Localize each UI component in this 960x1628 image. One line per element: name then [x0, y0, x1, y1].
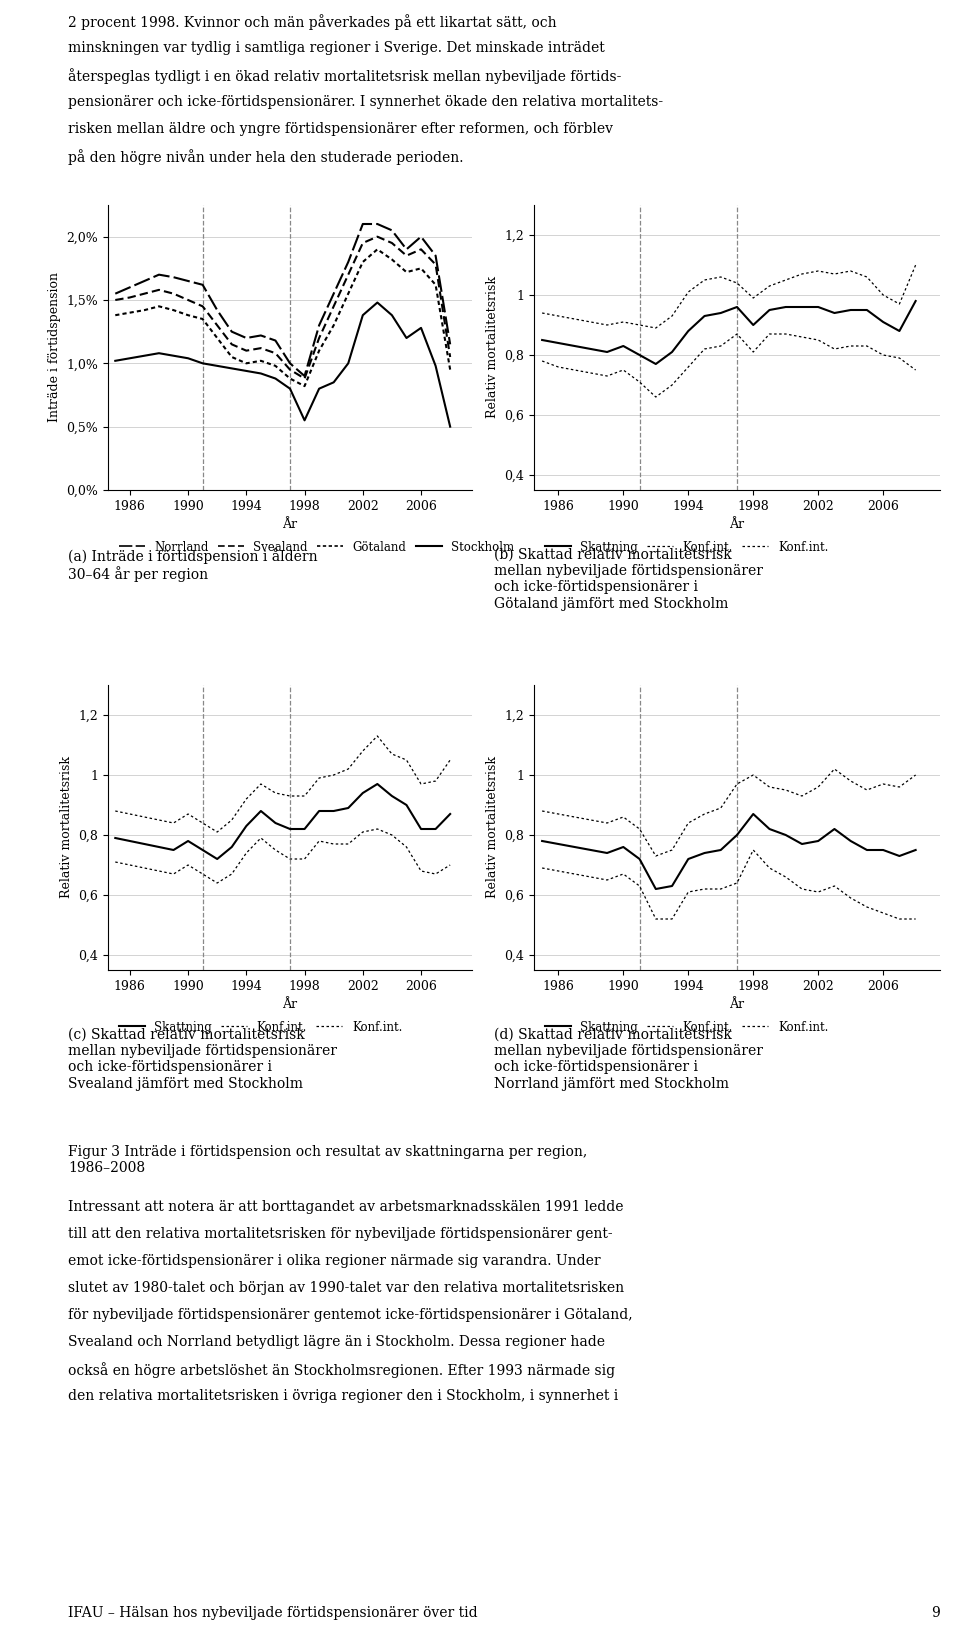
Text: (c) Skattad relativ mortalitetsrisk
mellan nybeviljade förtidspensionärer
och ic: (c) Skattad relativ mortalitetsrisk mell… [68, 1027, 337, 1091]
Text: till att den relativa mortalitetsrisken för nybeviljade förtidspensionärer gent-: till att den relativa mortalitetsrisken … [68, 1228, 612, 1241]
Y-axis label: Inträde i förtidspension: Inträde i förtidspension [48, 272, 60, 423]
Text: 9: 9 [931, 1605, 940, 1620]
Text: 2 procent 1998. Kvinnor och män påverkades på ett likartat sätt, och: 2 procent 1998. Kvinnor och män påverkad… [68, 15, 557, 29]
Y-axis label: Relativ mortalitetsrisk: Relativ mortalitetsrisk [486, 757, 499, 899]
Text: slutet av 1980-talet och början av 1990-talet var den relativa mortalitetsrisken: slutet av 1980-talet och början av 1990-… [68, 1281, 624, 1294]
Text: pensionärer och icke-förtidspensionärer. I synnerhet ökade den relativa mortalit: pensionärer och icke-förtidspensionärer.… [68, 94, 663, 109]
Text: (b) Skattad relativ mortalitetsrisk
mellan nybeviljade förtidspensionärer
och ic: (b) Skattad relativ mortalitetsrisk mell… [494, 549, 763, 610]
Text: IFAU – Hälsan hos nybeviljade förtidspensionärer över tid: IFAU – Hälsan hos nybeviljade förtidspen… [68, 1605, 478, 1620]
Text: risken mellan äldre och yngre förtidspensionärer efter reformen, och förblev: risken mellan äldre och yngre förtidspen… [68, 122, 613, 137]
Legend: Skattning, Konf.int., Konf.int.: Skattning, Konf.int., Konf.int. [114, 1016, 407, 1039]
Text: den relativa mortalitetsrisken i övriga regioner den i Stockholm, i synnerhet i: den relativa mortalitetsrisken i övriga … [68, 1389, 618, 1403]
Text: emot icke-förtidspensionärer i olika regioner närmade sig varandra. Under: emot icke-förtidspensionärer i olika reg… [68, 1254, 601, 1268]
Text: Svealand och Norrland betydligt lägre än i Stockholm. Dessa regioner hade: Svealand och Norrland betydligt lägre än… [68, 1335, 605, 1350]
Text: Figur 3 Inträde i förtidspension och resultat av skattningarna per region,
1986–: Figur 3 Inträde i förtidspension och res… [68, 1144, 588, 1175]
Text: minskningen var tydlig i samtliga regioner i Sverige. Det minskade inträdet: minskningen var tydlig i samtliga region… [68, 41, 605, 55]
Text: också en högre arbetslöshet än Stockholmsregionen. Efter 1993 närmade sig: också en högre arbetslöshet än Stockholm… [68, 1363, 615, 1377]
Y-axis label: Relativ mortalitetsrisk: Relativ mortalitetsrisk [486, 277, 499, 418]
Text: (a) Inträde i förtidspension i åldern
30–64 år per region: (a) Inträde i förtidspension i åldern 30… [68, 549, 318, 583]
Text: för nybeviljade förtidspensionärer gentemot icke-förtidspensionärer i Götaland,: för nybeviljade förtidspensionärer gente… [68, 1307, 633, 1322]
Text: på den högre nivån under hela den studerade perioden.: på den högre nivån under hela den studer… [68, 150, 464, 164]
Y-axis label: Relativ mortalitetsrisk: Relativ mortalitetsrisk [60, 757, 73, 899]
X-axis label: År: År [730, 998, 745, 1011]
Legend: Skattning, Konf.int., Konf.int.: Skattning, Konf.int., Konf.int. [540, 536, 833, 558]
Text: (d) Skattad relativ mortalitetsrisk
mellan nybeviljade förtidspensionärer
och ic: (d) Skattad relativ mortalitetsrisk mell… [494, 1027, 763, 1091]
Text: återspeglas tydligt i en ökad relativ mortalitetsrisk mellan nybeviljade förtids: återspeglas tydligt i en ökad relativ mo… [68, 68, 621, 85]
Legend: Skattning, Konf.int., Konf.int.: Skattning, Konf.int., Konf.int. [540, 1016, 833, 1039]
X-axis label: År: År [282, 518, 298, 531]
X-axis label: År: År [282, 998, 298, 1011]
X-axis label: År: År [730, 518, 745, 531]
Text: Intressant att notera är att borttagandet av arbetsmarknadsskälen 1991 ledde: Intressant att notera är att borttagande… [68, 1200, 623, 1214]
Legend: Norrland, Svealand, Götaland, Stockholm: Norrland, Svealand, Götaland, Stockholm [114, 536, 519, 558]
